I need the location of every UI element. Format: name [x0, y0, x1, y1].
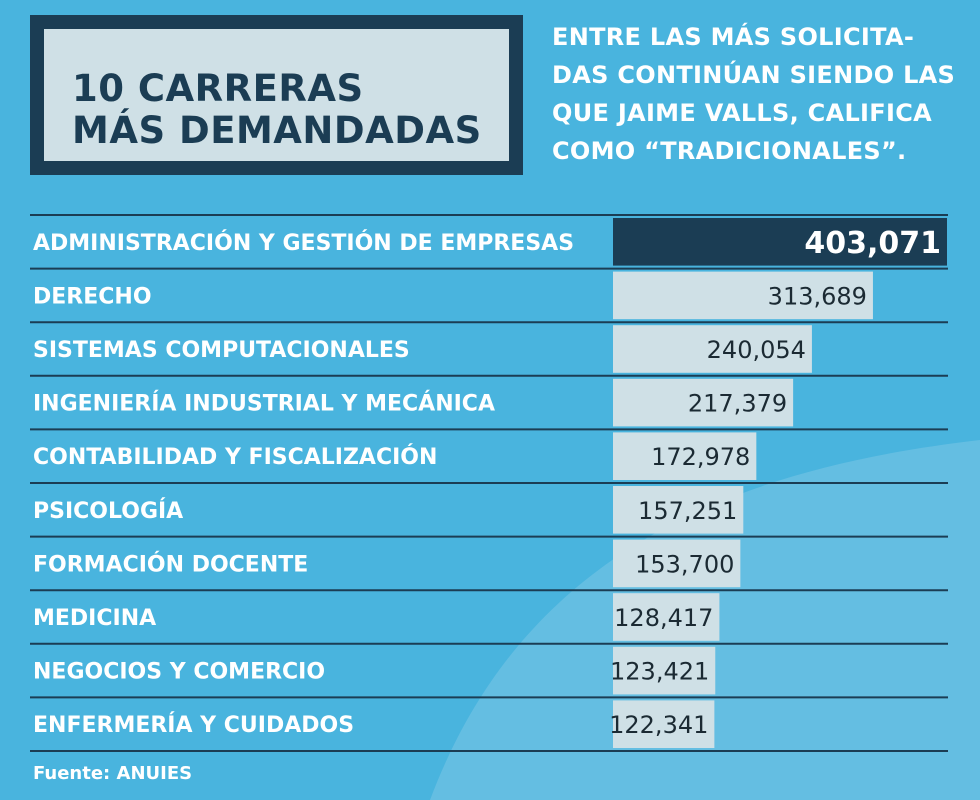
value-label-6: 157,251	[638, 497, 737, 525]
category-label-7: FORMACIÓN DOCENTE	[33, 551, 308, 577]
category-label-4: INGENIERÍA INDUSTRIAL Y MECÁNICA	[33, 391, 495, 417]
value-label-10: 122,341	[609, 711, 708, 739]
bar-8	[613, 593, 720, 641]
value-label-2: 313,689	[768, 282, 867, 310]
bar-4	[613, 378, 794, 427]
category-label-9: NEGOCIOS Y COMERCIO	[33, 660, 325, 685]
title-box: 10 CARRERAS MÁS DEMANDADAS	[30, 15, 523, 175]
subtitle-line-1: ENTRE LAS MÁS SOLICITA-	[552, 23, 915, 51]
value-label-8: 128,417	[614, 604, 713, 632]
value-label-5: 172,978	[651, 443, 750, 471]
value-label-7: 153,700	[635, 550, 734, 578]
value-label-9: 123,421	[610, 658, 709, 686]
bar-1	[613, 218, 947, 266]
category-label-6: PSICOLOGÍA	[33, 498, 183, 524]
category-label-5: CONTABILIDAD Y FISCALIZACIÓN	[33, 444, 437, 470]
category-label-3: SISTEMAS COMPUTACIONALES	[33, 338, 410, 363]
category-label-10: ENFERMERÍA Y CUIDADOS	[33, 712, 354, 738]
bar-6	[613, 486, 744, 534]
bar-7	[613, 539, 741, 588]
bar-3	[613, 325, 812, 373]
bar-10	[613, 700, 715, 748]
category-label-2: DERECHO	[33, 284, 152, 309]
value-label-1: 403,071	[804, 226, 941, 261]
bar-9	[613, 646, 716, 695]
value-label-3: 240,054	[707, 336, 806, 364]
source-note: Fuente: ANUIES	[33, 763, 193, 784]
category-label-1: ADMINISTRACIÓN Y GESTIÓN DE EMPRESAS	[33, 230, 574, 256]
title-line-2: MÁS DEMANDADAS	[72, 109, 482, 152]
subtitle-line-2: DAS CONTINÚAN SIENDO LAS	[552, 61, 956, 89]
value-label-4: 217,379	[688, 390, 787, 418]
title-line-1: 10 CARRERAS	[72, 67, 364, 110]
subtitle-line-4: COMO “TRADICIONALES”.	[552, 137, 907, 165]
subtitle: ENTRE LAS MÁS SOLICITA- DAS CONTINÚAN SI…	[552, 18, 972, 170]
bar-2	[613, 271, 873, 320]
bar-5	[613, 432, 757, 480]
subtitle-line-3: QUE JAIME VALLS, CALIFICA	[552, 99, 932, 127]
title-panel: 10 CARRERAS MÁS DEMANDADAS	[44, 29, 509, 161]
category-label-8: MEDICINA	[33, 606, 156, 631]
